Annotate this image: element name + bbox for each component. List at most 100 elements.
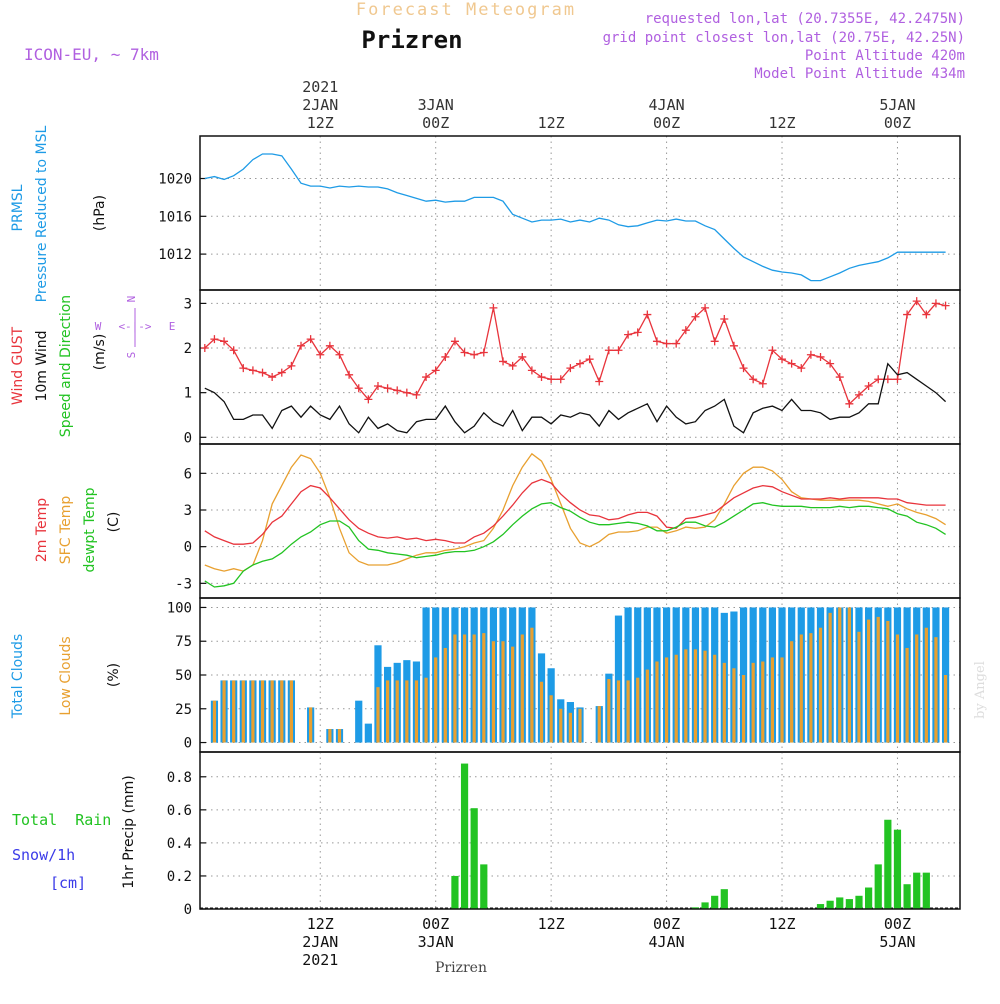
wind-label-speed: Speed and Direction <box>58 295 74 437</box>
gust-marker <box>854 390 863 399</box>
location-title: Prizren <box>361 26 462 54</box>
footer-location: Prizren <box>435 960 487 976</box>
gust-marker <box>364 395 373 404</box>
time-label-top: 00Z <box>422 114 449 132</box>
gust-marker <box>383 384 392 393</box>
low-cloud-bar <box>828 612 832 743</box>
gust-marker <box>604 346 613 355</box>
clouds-marks <box>210 607 950 743</box>
gust-marker <box>268 373 277 382</box>
low-cloud-bar <box>549 695 553 743</box>
gust-marker <box>470 350 479 359</box>
rain-bar <box>845 899 853 909</box>
wind-label-10m: 10m Wind <box>34 330 50 401</box>
wind-label-gust: Wind GUST <box>10 326 26 405</box>
low-cloud-bar <box>838 607 842 743</box>
time-label-top: 2JAN <box>302 96 338 114</box>
y-tick-label: 25 <box>175 702 192 718</box>
gust-marker <box>345 370 354 379</box>
temp-label-sfc: SFC Temp <box>58 496 74 565</box>
clouds-label-total: Total Clouds <box>10 634 26 719</box>
gust-marker <box>489 303 498 312</box>
model-point-altitude: Model Point Altitude 434m <box>754 66 965 82</box>
y-tick-label: 0 <box>184 902 192 918</box>
gust-marker <box>239 364 248 373</box>
time-label-bottom: 5JAN <box>879 933 915 951</box>
time-label-top: 4JAN <box>649 96 685 114</box>
low-cloud-bar <box>385 680 390 743</box>
low-cloud-bar <box>626 680 630 743</box>
y-tick-label: 3 <box>184 503 192 519</box>
low-cloud-bar <box>280 680 284 743</box>
low-cloud-bar <box>761 661 765 743</box>
pressure-panel: 1020 1016 1012 PRMSL Pressure Reduced to M… <box>10 125 961 302</box>
gust-marker <box>662 339 671 348</box>
low-cloud-bar <box>751 662 755 743</box>
gust-line <box>204 300 946 405</box>
low-cloud-bar <box>934 637 938 743</box>
precip-label-rain: Total Rain <box>12 811 111 829</box>
model-label: ICON-EU, ~ 7km <box>24 45 159 64</box>
clouds-label-low: Low Clouds <box>58 636 74 715</box>
temp-unit: (C) <box>106 512 122 533</box>
gust-marker <box>258 368 267 377</box>
sfc-temp-line <box>204 452 946 572</box>
low-cloud-bar <box>905 647 909 743</box>
gust-marker <box>595 377 604 386</box>
time-label-bottom: 12Z <box>538 915 565 933</box>
temperature-panel: 6 3 0 -3 2m Temp SFC Temp dewpt Temp (C) <box>34 443 961 599</box>
low-cloud-bar <box>443 647 447 743</box>
low-cloud-bar <box>924 627 928 743</box>
low-cloud-bar <box>732 668 736 743</box>
gust-marker <box>633 328 642 337</box>
gust-marker <box>585 355 594 364</box>
rain-bar <box>470 808 478 909</box>
grid-point-coords: grid point closest lon,lat (20.75E, 42.2… <box>603 30 965 46</box>
low-cloud-bar <box>809 633 813 743</box>
requested-coords: requested lon,lat (20.7355E, 42.2475N) <box>645 11 965 27</box>
gust-marker <box>537 373 546 382</box>
gust-marker <box>518 352 527 361</box>
gust-marker <box>210 335 219 344</box>
y-tick-label: 100 <box>167 600 192 616</box>
low-cloud-bar <box>395 680 399 743</box>
time-label-bottom: 4JAN <box>649 933 685 951</box>
low-cloud-bar <box>713 654 717 743</box>
gust-marker <box>229 346 238 355</box>
low-cloud-bar <box>270 680 274 743</box>
rain-bar <box>865 887 873 909</box>
precip-ticks: 0.8 0.6 0.4 0.2 0 <box>167 770 206 918</box>
time-label-bottom: 00Z <box>884 915 911 933</box>
gust-marker <box>739 364 748 373</box>
y-tick-label: 75 <box>175 634 192 650</box>
low-cloud-bar <box>309 707 313 743</box>
gust-marker <box>691 312 700 321</box>
gust-marker <box>393 386 402 395</box>
temperature-ticks: 6 3 0 -3 <box>175 466 206 592</box>
low-cloud-bar <box>578 708 582 743</box>
y-tick-label: 6 <box>184 466 192 482</box>
gust-marker <box>864 381 873 390</box>
gust-marker <box>883 375 892 384</box>
gust-marker <box>681 326 690 335</box>
compass-s: S <box>125 352 138 359</box>
temperature-marks <box>204 452 946 588</box>
low-cloud-bar <box>645 669 649 743</box>
total-cloud-bar <box>634 607 642 743</box>
wind-panel: 3 2 1 0 Wind GUST 10m Wind Speed and Direct… <box>10 289 961 446</box>
low-cloud-bar <box>241 680 245 743</box>
gust-marker <box>422 373 431 382</box>
pressure-line <box>204 153 946 282</box>
wind-marks <box>200 297 950 434</box>
y-tick-label: 0.2 <box>167 869 192 885</box>
low-cloud-bar <box>462 634 467 743</box>
rain-bar <box>451 875 459 909</box>
gust-marker <box>306 335 315 344</box>
wind-unit: (m/s) <box>92 334 108 371</box>
time-label-top: 00Z <box>884 114 911 132</box>
low-cloud-bar <box>915 634 919 743</box>
gust-marker <box>335 350 344 359</box>
gust-marker <box>316 350 325 359</box>
